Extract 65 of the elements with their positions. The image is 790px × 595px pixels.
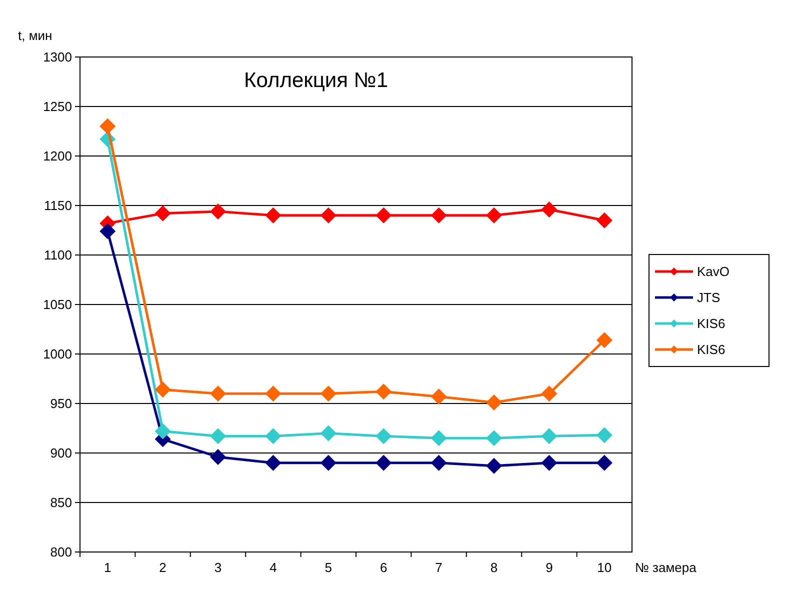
point [486, 458, 502, 474]
y-tick-label: 1050 [43, 297, 72, 312]
legend-label: KIS6 [697, 342, 726, 358]
point [210, 428, 226, 444]
point [265, 386, 282, 402]
x-tick-label: 7 [435, 560, 442, 575]
point [265, 207, 282, 224]
point [596, 454, 612, 471]
point [430, 388, 447, 405]
y-tick-label: 950 [50, 396, 72, 412]
point [210, 386, 226, 402]
point [320, 207, 336, 224]
x-tick-label: 9 [546, 560, 553, 575]
point [100, 118, 116, 134]
point [320, 425, 336, 442]
point [210, 448, 226, 465]
point [596, 212, 612, 228]
legend-label: JTS [697, 290, 720, 306]
x-tick-label: 5 [324, 560, 332, 575]
point [430, 454, 447, 471]
text: Коллекция №1 [244, 69, 388, 92]
x-tick-label: 1 [104, 560, 112, 575]
point [541, 201, 558, 218]
legend-label: KavO [697, 264, 730, 280]
x-tick-label: 4 [270, 560, 277, 575]
y-tick-label: 800 [50, 544, 72, 560]
point [265, 428, 282, 444]
y-tick-label: 1150 [44, 198, 72, 214]
point [541, 428, 558, 444]
point [541, 386, 558, 402]
legend-label: KIS6 [697, 316, 726, 332]
point [154, 205, 171, 222]
point [265, 454, 282, 471]
x-axis-title: № замера [635, 560, 698, 575]
x-tick-label: 3 [214, 560, 222, 575]
point [596, 332, 612, 348]
y-tick-label: 850 [50, 495, 72, 510]
point [100, 223, 116, 240]
y-axis-title: t, мин [18, 28, 52, 43]
point [486, 207, 502, 224]
y-tick-label: 1200 [43, 148, 72, 164]
x-tick-label: 8 [490, 560, 498, 575]
point [320, 386, 336, 402]
point [430, 430, 447, 446]
x-tick-label: 10 [597, 560, 612, 575]
y-tick-label: 1250 [43, 99, 72, 114]
y-tick-label: 1100 [44, 248, 72, 263]
point [210, 203, 226, 220]
point [154, 382, 171, 398]
point [486, 394, 502, 411]
point [376, 428, 392, 444]
point [486, 430, 502, 446]
y-tick-label: 1000 [43, 346, 72, 362]
point [430, 207, 447, 224]
y-tick-label: 1300 [43, 50, 72, 65]
x-tick-label: 2 [159, 560, 166, 575]
point [596, 427, 612, 444]
y-tick-label: 900 [50, 446, 72, 461]
x-tick-label: 6 [380, 560, 388, 575]
point [376, 207, 392, 224]
point [376, 384, 392, 400]
point [154, 423, 171, 440]
point [320, 454, 336, 471]
point [541, 454, 558, 471]
point [376, 454, 392, 471]
